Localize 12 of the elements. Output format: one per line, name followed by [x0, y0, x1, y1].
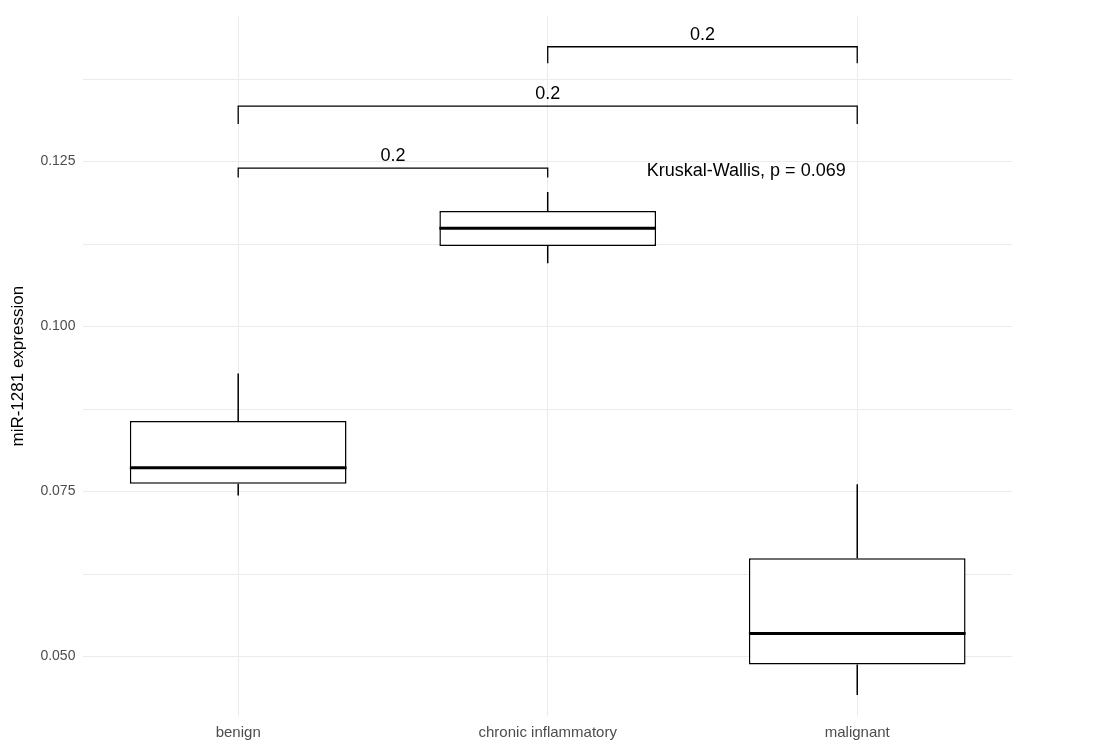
annotation: Kruskal-Wallis, p = 0.069	[646, 160, 846, 181]
y-tick-label: 0.050	[40, 647, 76, 664]
x-tick-label: malignant	[824, 723, 891, 741]
x-tick-label: benign	[215, 723, 261, 741]
annotation: 0.2	[689, 23, 715, 44]
y-tick-label: 0.075	[40, 482, 76, 499]
annotation: 0.2	[535, 83, 561, 104]
y-tick-label: 0.125	[40, 152, 76, 169]
y-axis-title: miR-1281 expression	[7, 285, 27, 447]
y-tick-label: 0.100	[40, 317, 76, 334]
annotation: 0.2	[380, 145, 406, 166]
x-tick-label: chronic inflammatory	[478, 723, 618, 741]
